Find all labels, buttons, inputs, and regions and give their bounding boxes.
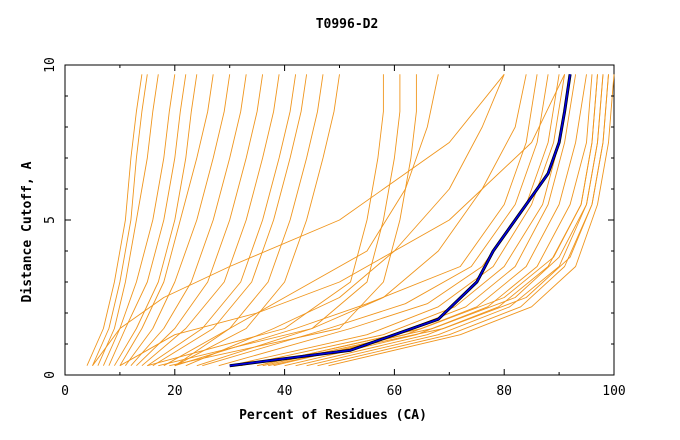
- model-series-line: [306, 74, 604, 367]
- model-series-line: [174, 74, 538, 367]
- model-series-line: [229, 74, 566, 367]
- model-series-line: [196, 74, 527, 367]
- x-tick-label: 40: [277, 384, 293, 399]
- model-series-line: [114, 74, 198, 366]
- model-series-line: [158, 74, 401, 367]
- model-series-line: [119, 74, 214, 366]
- x-tick-label: 80: [496, 384, 512, 399]
- model-series-line: [92, 74, 505, 366]
- model-series-line: [152, 74, 308, 367]
- model-series-line: [202, 74, 549, 367]
- model-series-line: [262, 74, 604, 367]
- highlight-series-line: [229, 74, 571, 367]
- y-tick-label: 0: [43, 371, 58, 379]
- model-series-line: [86, 74, 143, 366]
- model-series-line: [119, 74, 566, 367]
- model-series-line: [174, 74, 439, 367]
- model-series-line: [136, 74, 264, 367]
- model-series-line: [108, 74, 187, 366]
- x-tick-label: 100: [602, 384, 625, 399]
- model-series-line: [328, 74, 615, 367]
- model-series-line: [147, 74, 384, 367]
- model-series-line: [174, 74, 340, 367]
- model-series-line: [169, 74, 417, 367]
- x-tick-label: 60: [387, 384, 403, 399]
- model-series-line: [268, 74, 609, 367]
- model-series-line: [257, 74, 598, 367]
- model-series-line: [125, 74, 231, 366]
- x-tick-label: 20: [167, 384, 183, 399]
- model-series-line: [185, 74, 505, 367]
- model-series-line: [141, 74, 280, 367]
- x-axis-label: Percent of Residues (CA): [239, 408, 427, 423]
- y-tick-label: 5: [43, 216, 58, 224]
- model-series-line: [218, 74, 560, 367]
- y-tick-label: 10: [43, 57, 58, 73]
- model-series-line: [97, 74, 159, 366]
- tick-layer: 0 20 40 60 80 100 0 5 10: [43, 57, 626, 399]
- x-tick-label: 0: [61, 384, 69, 399]
- chart-title: T0996-D2: [316, 17, 379, 32]
- model-series-line: [92, 74, 148, 366]
- model-series-line: [147, 74, 297, 367]
- series-layer: [86, 74, 615, 368]
- model-series-line: [130, 74, 247, 366]
- y-axis-label: Distance Cutoff, A: [20, 161, 35, 302]
